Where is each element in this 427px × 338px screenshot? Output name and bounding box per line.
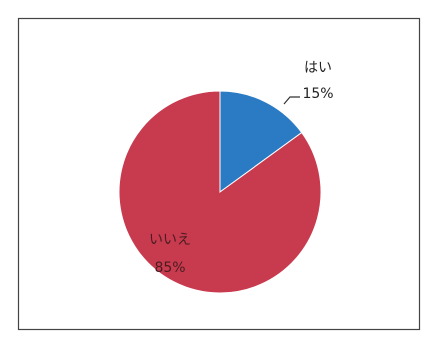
slice-label: いいえ <box>149 232 191 248</box>
pie-slice <box>219 90 303 193</box>
slice-value-label: 85% <box>154 260 185 276</box>
leader-line <box>283 96 300 105</box>
pie-slice <box>118 90 322 294</box>
slice-value-label: 15% <box>302 86 333 102</box>
slice-label: はい <box>304 60 332 76</box>
